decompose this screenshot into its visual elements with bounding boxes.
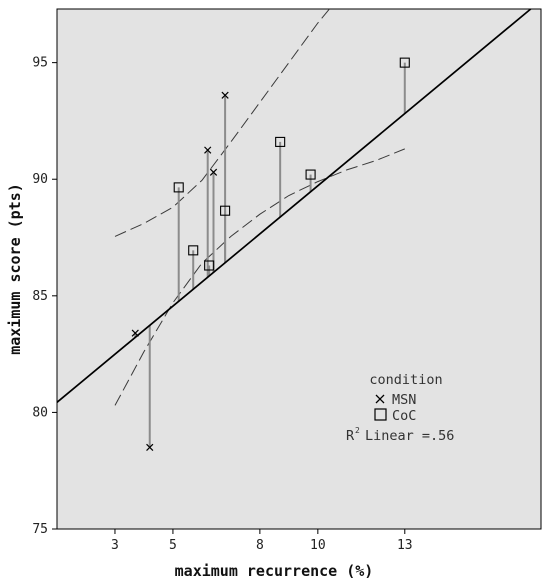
point-coc-4: [275, 136, 286, 147]
y-axis-title: maximum score (pts): [6, 183, 24, 355]
y-axis-ticks: 75 80 85 90 95: [32, 56, 57, 537]
confidence-band-layer: [114, 8, 405, 406]
confidence-band-upper: [114, 8, 330, 237]
legend-label-msn: MSN: [392, 392, 416, 408]
y-tick-label: 95: [32, 56, 48, 71]
points-layer: [131, 57, 410, 452]
point-msn-0-stroke-b: [131, 329, 139, 337]
point-msn-3: [209, 168, 218, 176]
x-axis-ticks: 3 5 8 10 13: [111, 529, 413, 553]
fit-line: [56, 8, 532, 403]
residual-lines-layer: [134, 62, 406, 448]
point-msn-2-stroke-b: [204, 146, 212, 154]
point-coc-1: [188, 245, 199, 256]
legend-r2-letter: R: [346, 428, 355, 444]
legend-title: condition: [369, 372, 442, 388]
point-msn-3-stroke-b: [209, 168, 218, 176]
legend: condition MSN CoC R 2 Linear =.56: [346, 372, 454, 444]
point-coc-5: [305, 169, 316, 180]
x-tick-label: 13: [397, 538, 413, 553]
legend-marker-msn: [375, 394, 385, 404]
point-msn-4-stroke-b: [221, 91, 229, 99]
y-tick-label: 75: [32, 522, 48, 537]
point-coc-0: [173, 182, 184, 193]
confidence-band-lower: [114, 148, 405, 406]
x-tick-label: 3: [111, 538, 119, 553]
y-tick-label: 80: [32, 405, 48, 420]
point-coc-6: [399, 57, 410, 68]
point-msn-0: [131, 329, 139, 337]
fit-line-layer: [56, 8, 532, 403]
point-msn-4: [221, 91, 229, 99]
legend-r2-text: Linear =.56: [365, 428, 454, 444]
point-msn-1: [146, 443, 154, 452]
legend-marker-coc: [374, 408, 387, 421]
point-msn-2: [204, 146, 212, 154]
point-coc-3: [220, 205, 231, 216]
legend-label-coc: CoC: [392, 408, 416, 424]
point-coc-2: [204, 260, 215, 271]
x-tick-label: 5: [169, 538, 177, 553]
y-tick-label: 90: [32, 172, 48, 187]
x-axis-title: maximum recurrence (%): [175, 562, 374, 580]
point-msn-1-stroke-b: [146, 443, 154, 452]
legend-r2-superscript: 2: [355, 426, 360, 435]
x-tick-label: 8: [256, 538, 264, 553]
x-tick-label: 10: [310, 538, 326, 553]
y-tick-label: 85: [32, 289, 48, 304]
plot-area: [56, 8, 542, 530]
